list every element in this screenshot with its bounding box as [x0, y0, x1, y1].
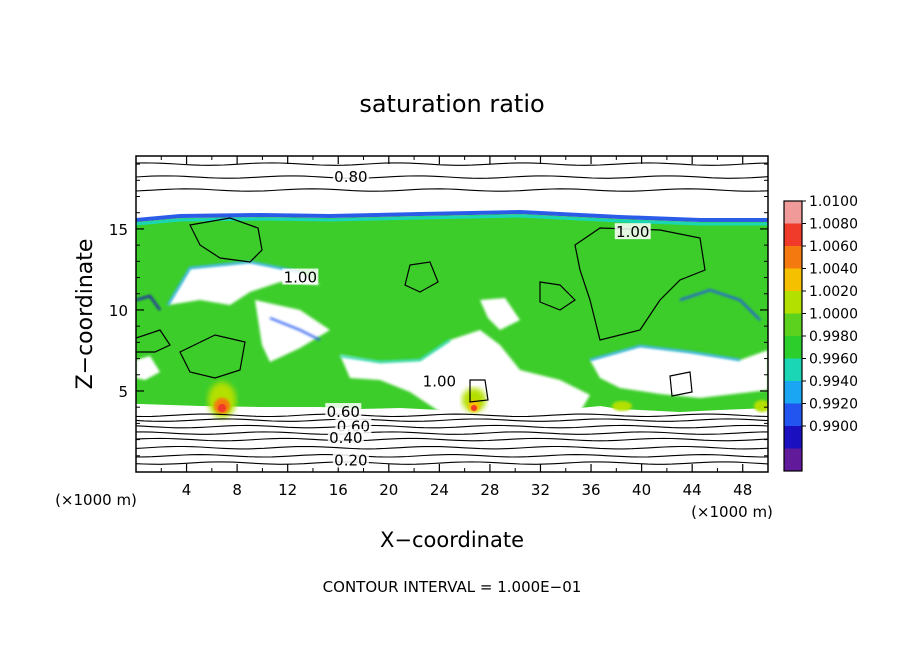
layer-top-fringe: [136, 209, 768, 222]
colorbar-label: 0.9960: [809, 352, 858, 368]
heatmap-field: [136, 156, 768, 472]
stratified-contour-line: [136, 162, 768, 166]
stratified-contour-line: [136, 413, 768, 418]
colorbar-segment: [784, 403, 802, 427]
colorbar-segment: [784, 291, 802, 314]
contour-label-bg: [421, 372, 458, 389]
contour-label: 0.60: [327, 403, 360, 421]
stratified-contour-line: [136, 461, 768, 465]
x-tick-label: 36: [581, 481, 600, 499]
colorbar-segment: [784, 336, 802, 359]
x-ticks: 4 8 12 16 20 24 28 32 36 40 44 48: [160, 156, 752, 499]
x-tick-label: 8: [232, 481, 242, 499]
contour-label: 1.00: [616, 223, 649, 241]
colorbar-segment: [784, 426, 802, 449]
contour-label: 0.80: [334, 168, 367, 186]
y-ticks: 5 10 15: [109, 163, 768, 457]
x-axis-label: X−coordinate: [380, 528, 524, 552]
stratified-contour-line: [136, 431, 768, 435]
stratified-contour-line: [136, 188, 768, 192]
colorbar-segment: [784, 246, 802, 269]
colorbar-segment: [784, 313, 802, 337]
contour-label: 0.40: [329, 429, 362, 447]
colorbar-label: 0.9980: [809, 329, 858, 345]
y-axis-label: Z−coordinate: [73, 239, 98, 390]
colorbar-frame: [783, 200, 803, 472]
colorbar: 1.0100 1.0080 1.0060 1.0040 1.0020 1.0000 0.99…: [783, 194, 858, 472]
contour-label: 1.00: [284, 269, 317, 287]
chart-title: saturation ratio: [359, 90, 544, 118]
x-tick-label: 24: [430, 481, 449, 499]
contour-label-bg: [325, 403, 362, 420]
x-unit-right: (×1000 m): [691, 503, 773, 521]
y-tick-label: 5: [118, 383, 128, 401]
colorbar-segment: [784, 381, 802, 404]
contour-label-bg: [332, 168, 369, 185]
colorbar-label: 1.0100: [809, 194, 858, 210]
x-tick-label: 40: [632, 481, 651, 499]
y-tick-label: 10: [109, 302, 128, 320]
hot-spot-mid-center: [471, 405, 477, 411]
dry-patches: [136, 262, 768, 414]
stratified-contour-line: [136, 418, 768, 422]
moist-contours: [136, 217, 706, 403]
colorbar-label: 0.9940: [809, 374, 858, 390]
stratified-contour-line: [136, 454, 768, 458]
colorbar-label: 0.9920: [809, 397, 858, 413]
colorbar-label: 1.0020: [809, 284, 858, 300]
colorbar-segment: [784, 358, 802, 382]
hot-spots: [208, 382, 768, 418]
contour-label-bg: [332, 451, 369, 468]
stratified-contour-line: [136, 437, 768, 442]
contour-label-bg: [614, 223, 651, 240]
x-tick-label: 16: [329, 481, 348, 499]
layer-top-fringe-teal: [136, 214, 768, 226]
hot-spot-right: [612, 401, 632, 411]
contour-label-bg: [327, 428, 364, 445]
hot-spot-far-right: [754, 400, 768, 412]
colorbar-label: 0.9900: [809, 419, 858, 435]
colorbar-label: 1.0080: [809, 217, 858, 233]
x-tick-label: 44: [683, 481, 702, 499]
stratified-contour-line: [136, 445, 768, 450]
contour-label: 1.00: [423, 372, 456, 390]
x-tick-label: 12: [278, 481, 297, 499]
hot-spot-left-center: [218, 404, 226, 412]
x-tick-label: 4: [182, 481, 192, 499]
colorbar-label: 1.0060: [809, 239, 858, 255]
contour-label: 0.20: [334, 452, 367, 470]
x-tick-label: 32: [531, 481, 550, 499]
x-tick-label: 20: [379, 481, 398, 499]
colorbar-segment: [784, 201, 802, 224]
x-tick-label: 48: [733, 481, 752, 499]
contour-label-bg: [282, 268, 319, 285]
stratified-contour-line: [136, 175, 768, 179]
plot-frame: [135, 155, 769, 473]
x-tick-label: 28: [480, 481, 499, 499]
contour-interval-footer: CONTOUR INTERVAL = 1.000E−01: [323, 578, 582, 596]
stratified-contour-line: [136, 424, 768, 429]
contour-labels: 0.801.001.001.000.600.600.400.20: [282, 168, 651, 470]
colorbar-segment: [784, 268, 802, 292]
colorbar-segment: [784, 448, 802, 472]
stratified-contours: [136, 162, 768, 465]
dry-fringes: [136, 260, 761, 364]
colorbar-segment: [784, 223, 802, 247]
colorbar-label: 1.0000: [809, 307, 858, 323]
x-unit-left: (×1000 m): [55, 491, 137, 509]
y-tick-label: 15: [109, 221, 128, 239]
colorbar-label: 1.0040: [809, 262, 858, 278]
